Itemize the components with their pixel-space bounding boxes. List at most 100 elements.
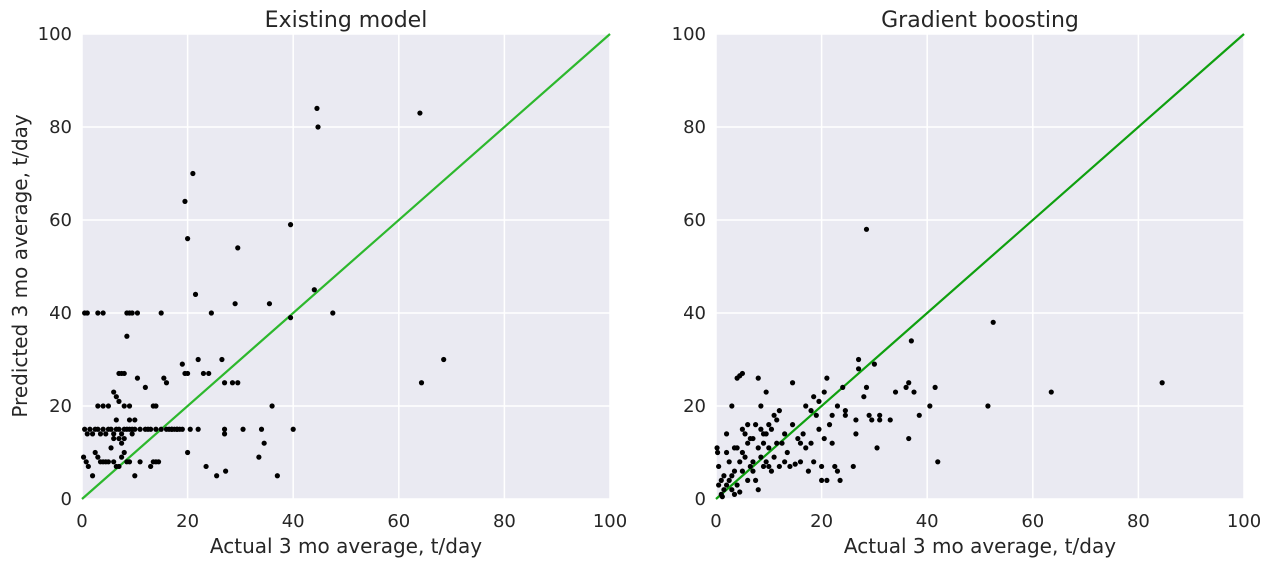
data-point bbox=[779, 440, 785, 446]
data-point bbox=[185, 236, 191, 242]
data-point bbox=[116, 398, 122, 404]
x-tick-label: 60 bbox=[1021, 511, 1044, 532]
data-point bbox=[776, 463, 782, 470]
data-point bbox=[1159, 380, 1165, 386]
data-point bbox=[747, 463, 753, 470]
data-point bbox=[261, 440, 267, 446]
data-point bbox=[190, 170, 196, 177]
data-point bbox=[874, 445, 880, 451]
data-point bbox=[729, 473, 735, 479]
x-tick-label: 40 bbox=[282, 511, 305, 532]
gridlines-existing-model bbox=[81, 33, 611, 500]
data-point bbox=[734, 482, 740, 488]
xticks-gradient-boosting: 0 20 40 60 80 100 bbox=[710, 511, 1261, 532]
data-point bbox=[103, 431, 109, 437]
data-point bbox=[219, 356, 225, 363]
data-point bbox=[750, 459, 756, 465]
data-point bbox=[137, 426, 143, 432]
data-point bbox=[750, 435, 756, 442]
data-point bbox=[850, 463, 856, 470]
data-point bbox=[84, 310, 90, 316]
data-point bbox=[314, 105, 320, 111]
data-point bbox=[734, 445, 740, 451]
data-point bbox=[908, 338, 914, 344]
data-point bbox=[821, 389, 827, 395]
data-point bbox=[266, 301, 273, 307]
data-point bbox=[132, 417, 138, 423]
data-point bbox=[829, 412, 835, 418]
data-point bbox=[132, 473, 138, 479]
data-point bbox=[192, 291, 199, 297]
data-point bbox=[766, 463, 772, 470]
data-point bbox=[753, 422, 759, 428]
data-point bbox=[195, 356, 201, 363]
data-point bbox=[853, 431, 859, 437]
data-point bbox=[863, 384, 870, 390]
data-point bbox=[714, 445, 720, 451]
data-point bbox=[829, 440, 835, 446]
data-point bbox=[869, 417, 875, 423]
data-point bbox=[177, 426, 183, 432]
data-point bbox=[137, 459, 143, 465]
data-point bbox=[119, 454, 125, 460]
y-tick-label: 60 bbox=[49, 210, 72, 231]
data-point bbox=[887, 417, 893, 423]
data-point bbox=[755, 375, 761, 381]
data-point bbox=[92, 449, 98, 456]
points-gradient-boosting bbox=[714, 226, 1165, 500]
data-point bbox=[134, 310, 141, 316]
data-point bbox=[121, 449, 127, 456]
data-point bbox=[758, 426, 764, 432]
data-point bbox=[203, 463, 209, 470]
y-tick-label: 60 bbox=[683, 210, 706, 231]
yticks-existing-model: 0 20 40 60 80 100 bbox=[38, 24, 72, 510]
data-point bbox=[834, 403, 841, 409]
data-point bbox=[816, 426, 822, 432]
data-point bbox=[745, 477, 751, 483]
data-point bbox=[124, 333, 130, 339]
data-point bbox=[232, 301, 238, 307]
data-point bbox=[718, 477, 724, 483]
xticks-existing-model: 0 20 40 60 80 100 bbox=[76, 511, 627, 532]
data-point bbox=[111, 459, 117, 465]
chart-title-existing-model: Existing model bbox=[265, 8, 428, 33]
chart-title-gradient-boosting: Gradient boosting bbox=[881, 8, 1079, 33]
data-point bbox=[97, 431, 104, 437]
data-point bbox=[723, 431, 730, 437]
data-point bbox=[766, 445, 772, 451]
data-point bbox=[182, 198, 188, 204]
data-point bbox=[111, 389, 117, 395]
data-point bbox=[121, 370, 127, 377]
gridlines-gradient-boosting bbox=[715, 33, 1245, 500]
data-point bbox=[158, 310, 164, 316]
data-point bbox=[906, 380, 912, 386]
y-tick-label: 100 bbox=[672, 24, 706, 45]
data-point bbox=[287, 222, 294, 228]
data-point bbox=[758, 454, 764, 460]
data-point bbox=[187, 426, 193, 432]
data-point bbox=[441, 356, 447, 363]
data-point bbox=[158, 426, 164, 432]
data-point bbox=[121, 403, 127, 409]
data-point bbox=[774, 417, 780, 423]
data-point bbox=[768, 468, 775, 474]
data-point bbox=[108, 445, 114, 451]
data-point bbox=[755, 445, 761, 451]
plot-gradient-boosting: 0 20 40 60 80 100 0 20 40 60 80 100 Gradient boost… bbox=[672, 8, 1262, 558]
data-point bbox=[95, 426, 101, 432]
data-point bbox=[100, 426, 106, 432]
data-point bbox=[737, 459, 743, 465]
data-point bbox=[221, 426, 228, 432]
data-point bbox=[274, 473, 280, 479]
data-point bbox=[745, 440, 751, 446]
x-tick-label: 60 bbox=[387, 511, 410, 532]
data-point bbox=[855, 366, 862, 372]
data-point bbox=[771, 454, 777, 460]
data-point bbox=[311, 287, 317, 293]
x-axis-label-gradient-boosting: Actual 3 mo average, t/day bbox=[844, 534, 1116, 558]
yticks-gradient-boosting: 0 20 40 60 80 100 bbox=[672, 24, 706, 510]
data-point bbox=[100, 403, 106, 409]
data-point bbox=[105, 459, 111, 465]
x-tick-label: 80 bbox=[493, 511, 516, 532]
y-axis-label-existing-model: Predicted 3 mo average, t/day bbox=[8, 114, 32, 418]
